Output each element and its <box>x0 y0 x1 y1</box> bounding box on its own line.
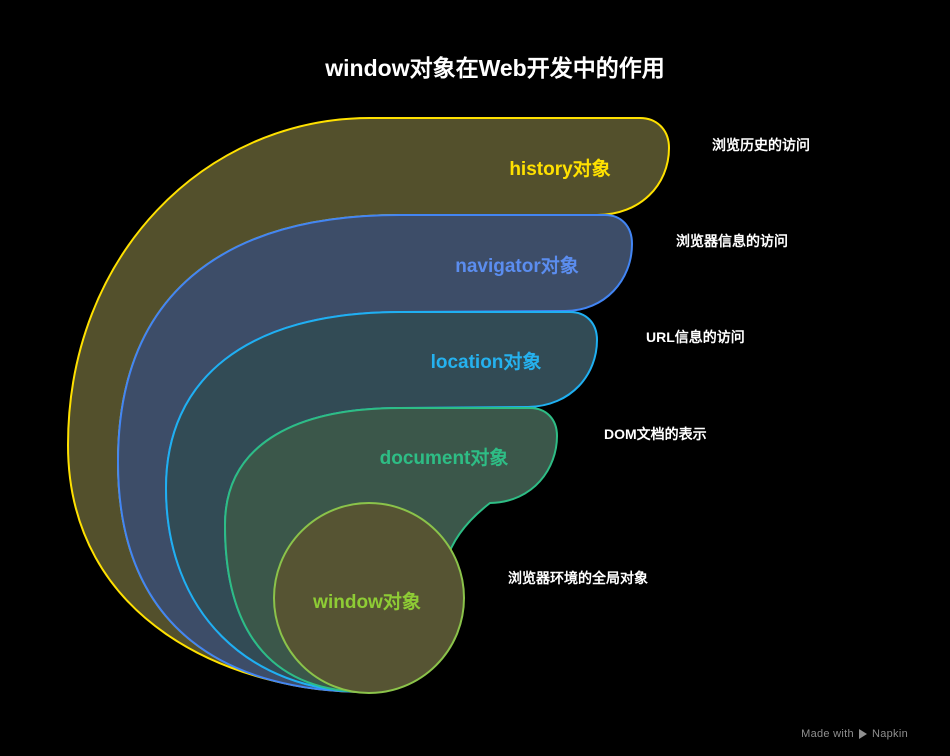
watermark-prefix: Made with <box>801 728 854 740</box>
napkin-watermark[interactable]: Made with Napkin <box>801 728 908 740</box>
window-label: window对象 <box>312 590 421 613</box>
napkin-logo-icon <box>858 729 867 739</box>
page-title: window对象在Web开发中的作用 <box>324 55 664 81</box>
location-annotation: URL信息的访问 <box>646 329 745 345</box>
document-annotation: DOM文档的表示 <box>604 426 707 442</box>
location-label: location对象 <box>431 350 542 373</box>
navigator-label: navigator对象 <box>455 254 579 277</box>
navigator-annotation: 浏览器信息的访问 <box>676 233 788 249</box>
document-label: document对象 <box>380 446 509 469</box>
history-label: history对象 <box>509 157 610 180</box>
window-shape <box>273 502 465 694</box>
window-annotation: 浏览器环境的全局对象 <box>508 570 648 586</box>
watermark-brand: Napkin <box>871 728 908 740</box>
history-annotation: 浏览历史的访问 <box>712 137 810 153</box>
